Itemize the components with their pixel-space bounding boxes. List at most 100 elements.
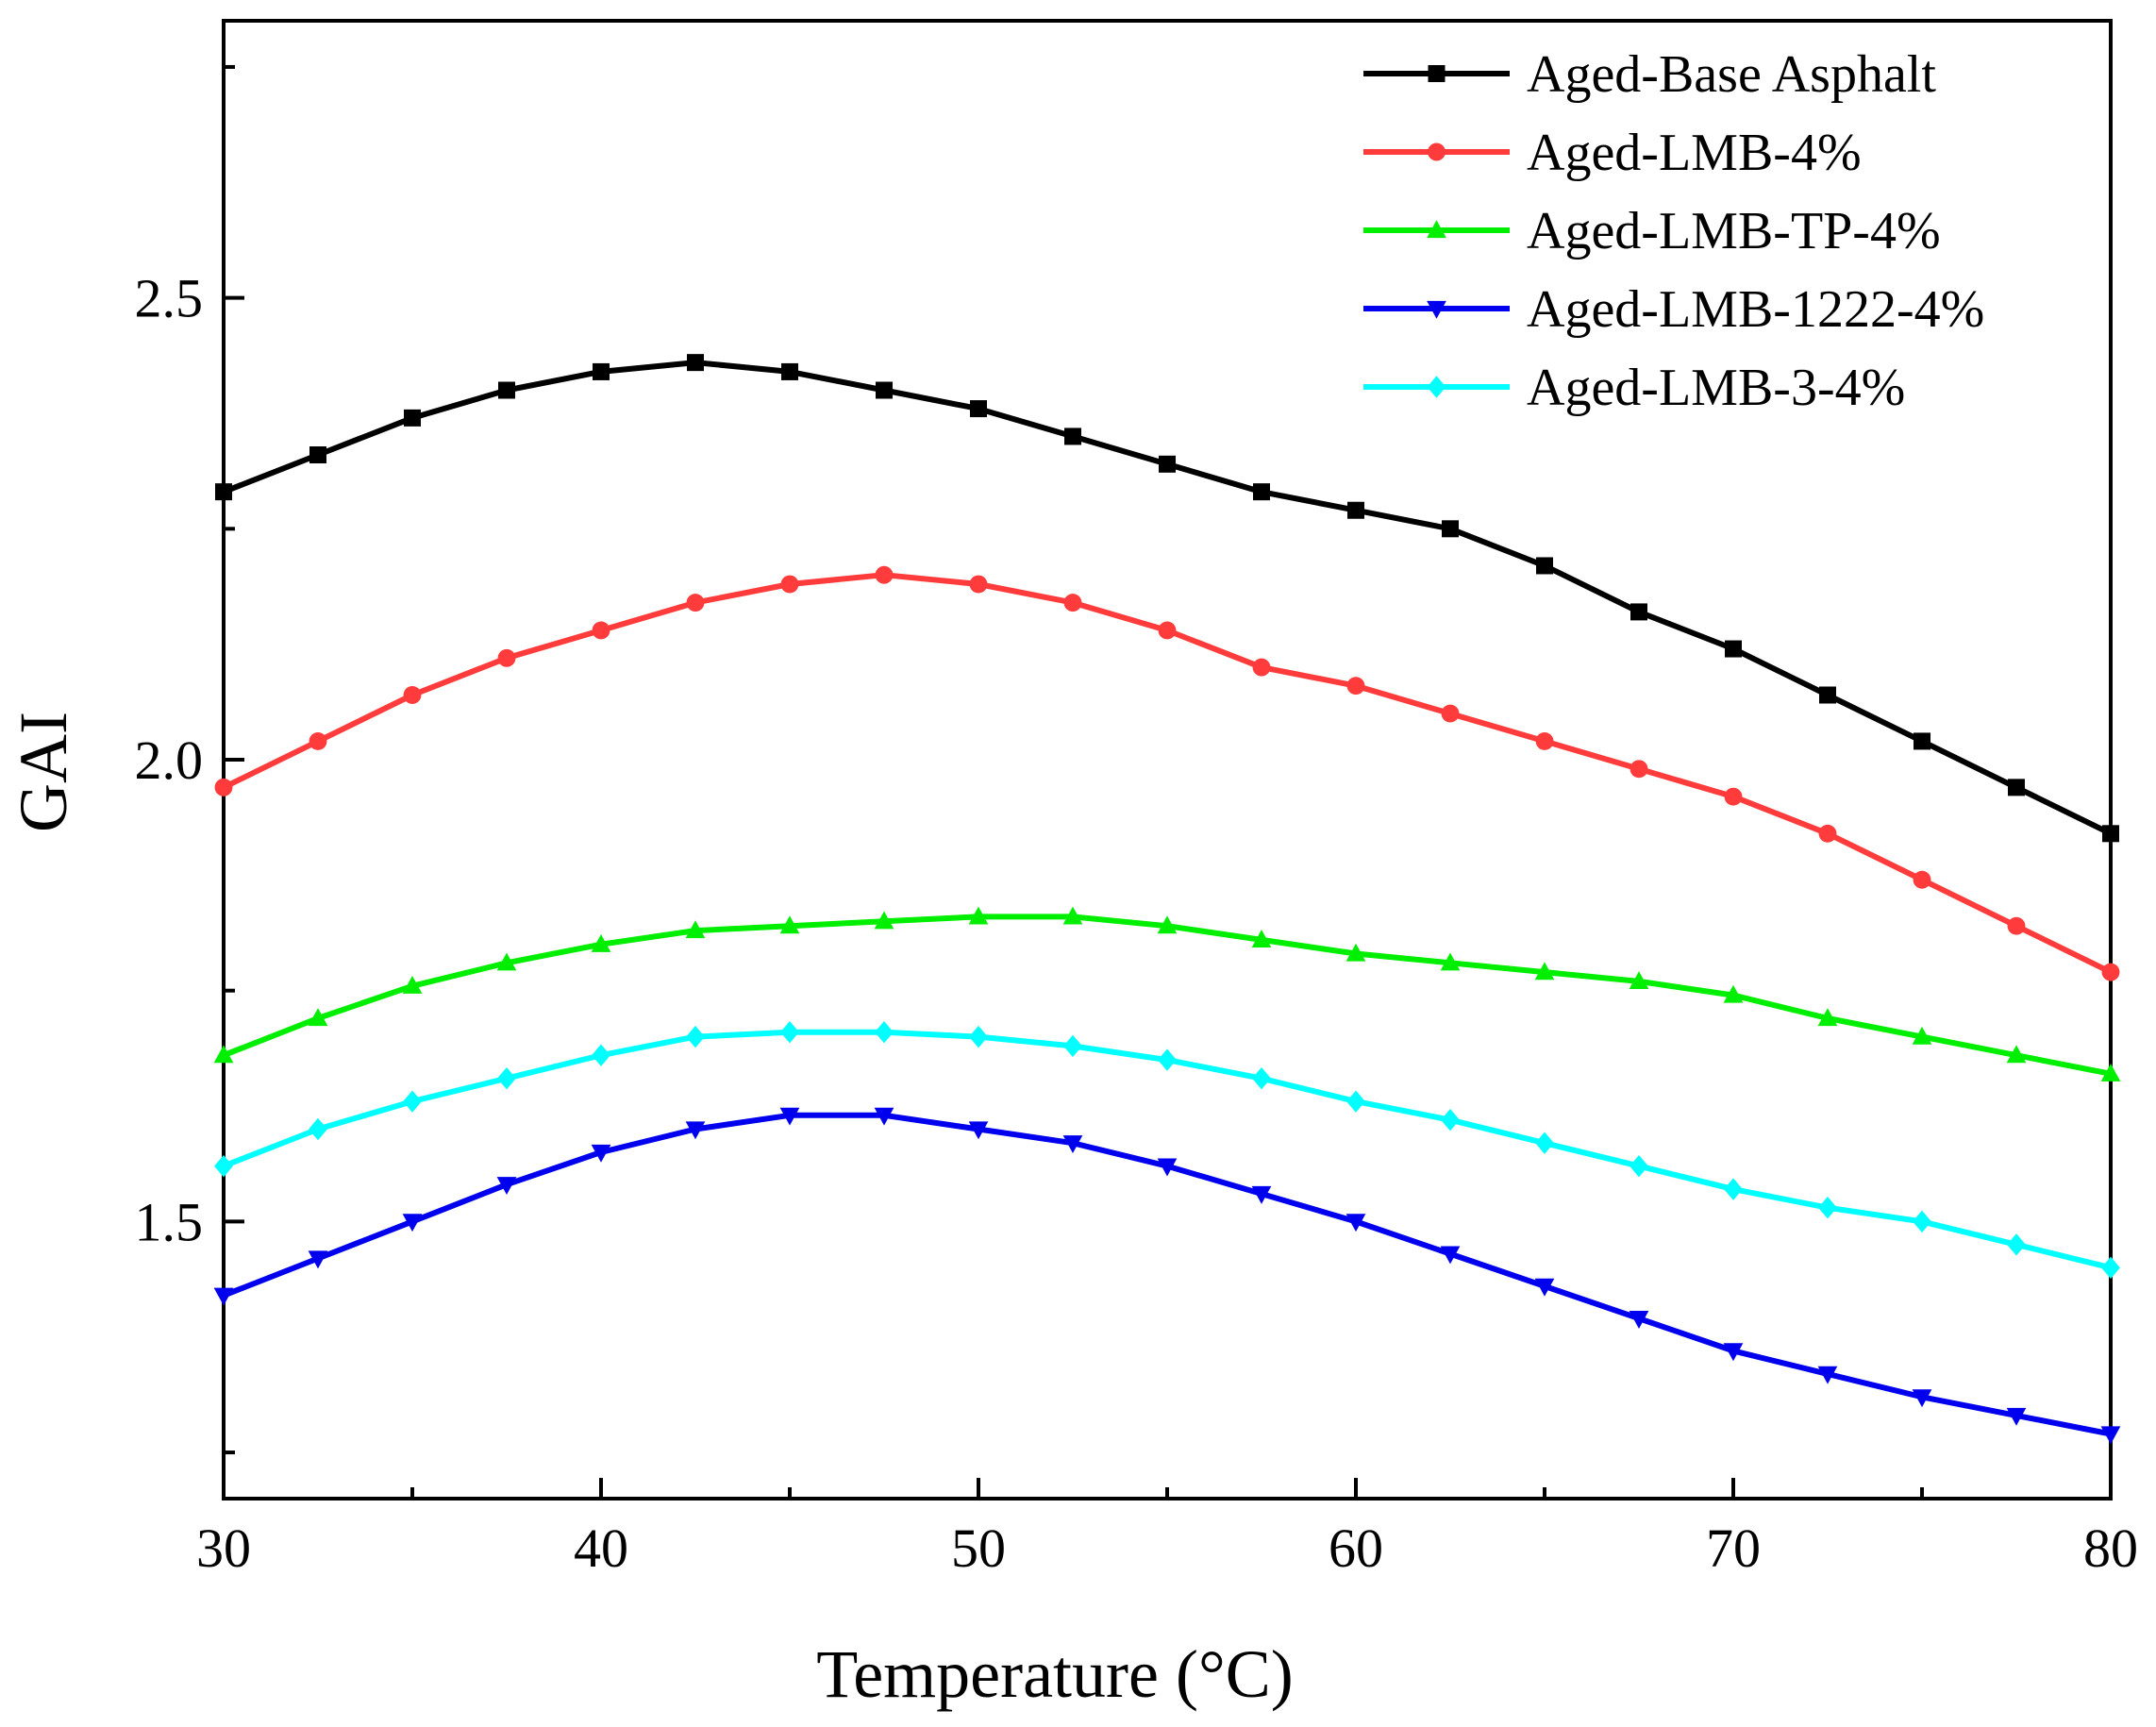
data-point xyxy=(403,686,422,704)
data-point xyxy=(781,362,798,380)
series-5 xyxy=(214,1021,2120,1280)
data-point xyxy=(1629,971,1649,989)
data-point xyxy=(875,565,894,584)
data-point xyxy=(1914,732,1930,750)
data-point xyxy=(403,1090,422,1113)
data-point xyxy=(1062,906,1083,925)
data-point xyxy=(309,1117,327,1141)
data-point xyxy=(213,1045,234,1064)
data-point xyxy=(593,362,610,380)
data-point xyxy=(1442,520,1459,538)
data-point xyxy=(876,381,893,399)
legend-label: Aged-Base Asphalt xyxy=(1527,45,1936,104)
y-axis-title: GAI xyxy=(6,712,81,832)
data-point xyxy=(1158,1048,1177,1071)
data-point xyxy=(498,381,515,399)
data-point xyxy=(1252,1066,1271,1090)
data-point xyxy=(2007,916,2026,935)
data-point xyxy=(497,648,516,667)
data-point xyxy=(780,1021,799,1044)
data-point xyxy=(969,575,988,594)
legend-item: Aged-LMB-4% xyxy=(1363,124,1862,182)
data-point xyxy=(1441,1109,1460,1132)
data-point xyxy=(214,778,233,796)
data-point xyxy=(1253,483,1270,501)
data-point xyxy=(496,952,517,971)
data-point xyxy=(686,594,705,612)
axis-ticks: 30 40 50 60 70 80 1.5 2.0 2.5 xyxy=(135,64,2138,1579)
data-point xyxy=(1346,1090,1365,1113)
data-point xyxy=(2101,1256,2120,1280)
legend-label: Aged-LMB-1222-4% xyxy=(1527,280,1984,339)
data-point xyxy=(402,975,423,994)
data-point xyxy=(1252,658,1271,677)
data-point xyxy=(1724,787,1743,806)
data-point xyxy=(1725,640,1742,658)
data-point xyxy=(1157,915,1178,934)
legend-marker xyxy=(1427,220,1446,239)
data-point xyxy=(779,1107,800,1126)
data-point xyxy=(2100,1063,2121,1081)
series-line xyxy=(222,360,2113,836)
data-point xyxy=(1818,824,1837,843)
legend-label: Aged-LMB-3-4% xyxy=(1527,359,1905,417)
data-point xyxy=(686,1025,705,1048)
data-point xyxy=(970,400,987,418)
data-point xyxy=(591,1144,611,1163)
data-point xyxy=(309,446,326,464)
data-point xyxy=(1063,1034,1082,1058)
data-point xyxy=(779,915,800,934)
data-point xyxy=(780,575,799,594)
legend-marker xyxy=(1428,143,1446,161)
data-point xyxy=(592,1044,610,1066)
legend-label: Aged-LMB-TP-4% xyxy=(1527,202,1941,260)
data-point xyxy=(404,409,421,427)
data-point xyxy=(213,1287,234,1306)
data-point xyxy=(1536,557,1553,575)
data-point xyxy=(1346,677,1365,696)
legend-marker xyxy=(1427,300,1446,319)
data-point xyxy=(2007,1233,2026,1256)
x-tick-label: 30 xyxy=(196,1517,251,1579)
series-2 xyxy=(214,565,2120,981)
data-point xyxy=(1062,1135,1083,1153)
data-point xyxy=(1534,962,1555,981)
data-point xyxy=(1723,1343,1744,1362)
data-point xyxy=(1912,1026,1932,1045)
data-point xyxy=(1157,1158,1178,1177)
data-point xyxy=(2101,963,2120,981)
data-point xyxy=(308,1250,328,1269)
data-point xyxy=(1440,1246,1461,1265)
x-tick-label: 50 xyxy=(951,1517,1006,1579)
data-point xyxy=(687,354,704,372)
data-point xyxy=(1064,428,1081,445)
data-point xyxy=(1913,870,1931,889)
x-axis-title: Temperature (°C) xyxy=(816,1636,1294,1712)
y-tick-label: 2.0 xyxy=(135,729,204,791)
legend-marker xyxy=(1427,376,1446,398)
data-point xyxy=(1535,1132,1554,1154)
legend-item: Aged-LMB-1222-4% xyxy=(1363,280,1984,339)
series-1 xyxy=(215,354,2119,843)
data-point xyxy=(1630,760,1648,779)
data-point xyxy=(1251,1185,1272,1204)
data-point xyxy=(1159,455,1176,473)
series-layer xyxy=(213,354,2121,1445)
series-3 xyxy=(213,906,2121,1081)
data-point xyxy=(1535,731,1554,750)
data-point xyxy=(685,920,706,939)
data-point xyxy=(1629,1311,1649,1329)
legend-marker xyxy=(1428,65,1446,82)
data-point xyxy=(1819,686,1836,704)
data-point xyxy=(1534,1278,1555,1297)
data-point xyxy=(1063,594,1082,612)
x-tick-label: 80 xyxy=(2083,1517,2138,1579)
x-tick-label: 40 xyxy=(574,1517,628,1579)
data-point xyxy=(308,1008,328,1027)
x-tick-label: 60 xyxy=(1329,1517,1383,1579)
data-point xyxy=(968,1121,989,1140)
data-point xyxy=(1817,1366,1838,1384)
data-point xyxy=(685,1121,706,1140)
data-point xyxy=(1913,1210,1931,1233)
